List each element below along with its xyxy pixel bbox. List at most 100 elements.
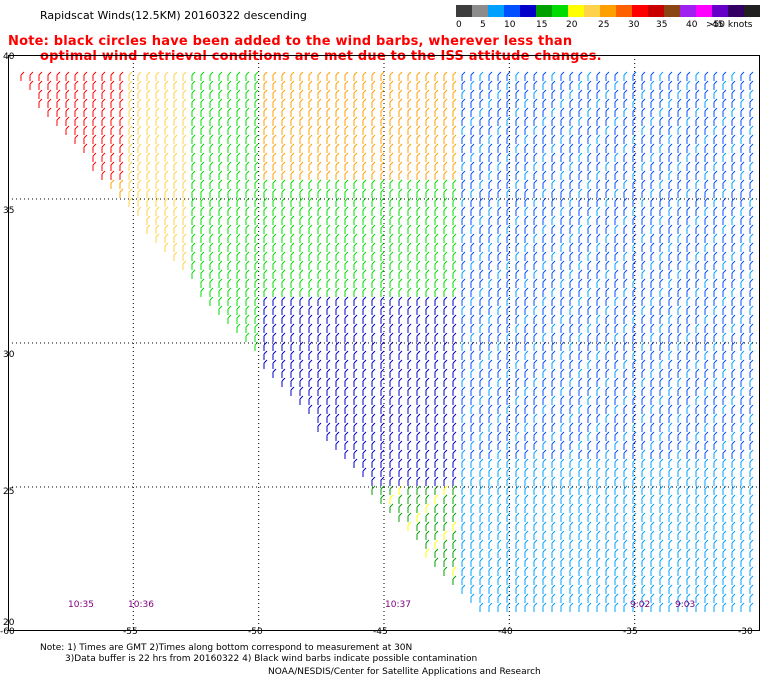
wind-barb: [659, 206, 664, 216]
wind-barb: [488, 80, 493, 90]
wind-barb: [749, 422, 754, 432]
wind-barb: [416, 377, 421, 387]
wind-barb: [425, 548, 430, 558]
wind-barb: [749, 296, 754, 306]
wind-barb: [740, 503, 745, 513]
wind-barb: [740, 332, 745, 342]
wind-barb: [389, 494, 394, 504]
wind-barb: [551, 71, 556, 81]
wind-barb: [542, 125, 547, 135]
wind-barb: [452, 98, 457, 108]
wind-barb: [173, 161, 178, 171]
wind-barb: [713, 386, 718, 396]
wind-barb: [578, 71, 583, 81]
wind-barb: [740, 440, 745, 450]
wind-barb: [542, 287, 547, 297]
wind-barb: [605, 233, 610, 243]
wind-barb: [137, 116, 142, 126]
wind-barb: [245, 260, 250, 270]
wind-barb: [407, 179, 412, 189]
wind-barb: [695, 485, 700, 495]
wind-barb: [650, 98, 655, 108]
wind-barb: [83, 80, 88, 90]
wind-barb: [596, 557, 601, 567]
wind-barb: [695, 386, 700, 396]
wind-barb: [533, 449, 538, 459]
wind-barb: [623, 485, 628, 495]
wind-barb: [605, 260, 610, 270]
wind-barb: [407, 188, 412, 198]
wind-barb: [155, 116, 160, 126]
wind-barb: [299, 170, 304, 180]
wind-barb: [668, 269, 673, 279]
wind-barb: [668, 386, 673, 396]
wind-barb: [515, 233, 520, 243]
wind-barb: [722, 80, 727, 90]
wind-barb: [587, 494, 592, 504]
wind-barb: [524, 134, 529, 144]
wind-barb: [578, 233, 583, 243]
wind-barb: [308, 233, 313, 243]
wind-barb: [416, 332, 421, 342]
wind-barb: [569, 530, 574, 540]
wind-barb: [101, 125, 106, 135]
wind-barb: [515, 188, 520, 198]
wind-barb: [290, 143, 295, 153]
wind-barb: [425, 260, 430, 270]
wind-barb: [182, 89, 187, 99]
wind-barb: [416, 458, 421, 468]
wind-barb: [425, 278, 430, 288]
wind-barb: [182, 179, 187, 189]
wind-barb: [452, 215, 457, 225]
wind-barb: [254, 323, 259, 333]
wind-barb: [623, 521, 628, 531]
wind-barb: [344, 440, 349, 450]
wind-barb: [110, 80, 115, 90]
wind-barb: [515, 134, 520, 144]
wind-barb: [668, 530, 673, 540]
wind-barb: [749, 566, 754, 576]
wind-barb: [731, 575, 736, 585]
wind-barb: [659, 98, 664, 108]
wind-barb: [407, 440, 412, 450]
wind-barb: [281, 323, 286, 333]
wind-barb: [704, 458, 709, 468]
wind-barb: [704, 215, 709, 225]
wind-barb: [569, 323, 574, 333]
wind-barb: [218, 125, 223, 135]
wind-barb: [587, 107, 592, 117]
wind-barb: [731, 323, 736, 333]
wind-barb: [299, 125, 304, 135]
wind-barb: [335, 305, 340, 315]
wind-barb: [425, 476, 430, 486]
wind-barb: [362, 134, 367, 144]
wind-barb: [668, 512, 673, 522]
wind-barb: [614, 467, 619, 477]
wind-barb: [128, 134, 133, 144]
wind-barb: [686, 161, 691, 171]
wind-barb: [641, 413, 646, 423]
wind-barb: [317, 152, 322, 162]
wind-barb: [587, 170, 592, 180]
wind-barb: [398, 377, 403, 387]
wind-barb: [731, 503, 736, 513]
wind-barb: [200, 161, 205, 171]
wind-barb: [704, 89, 709, 99]
wind-barb: [326, 170, 331, 180]
wind-barb: [533, 278, 538, 288]
wind-barb: [254, 170, 259, 180]
wind-barb: [749, 260, 754, 270]
wind-barb: [659, 395, 664, 405]
wind-barb: [317, 404, 322, 414]
wind-barb: [578, 80, 583, 90]
wind-barb: [695, 107, 700, 117]
wind-barb: [560, 593, 565, 603]
wind-barb: [290, 350, 295, 360]
wind-barb: [317, 116, 322, 126]
wind-barb: [542, 476, 547, 486]
wind-barb: [470, 152, 475, 162]
wind-barb: [461, 296, 466, 306]
wind-barb: [686, 116, 691, 126]
wind-barb: [677, 413, 682, 423]
wind-barb: [749, 449, 754, 459]
